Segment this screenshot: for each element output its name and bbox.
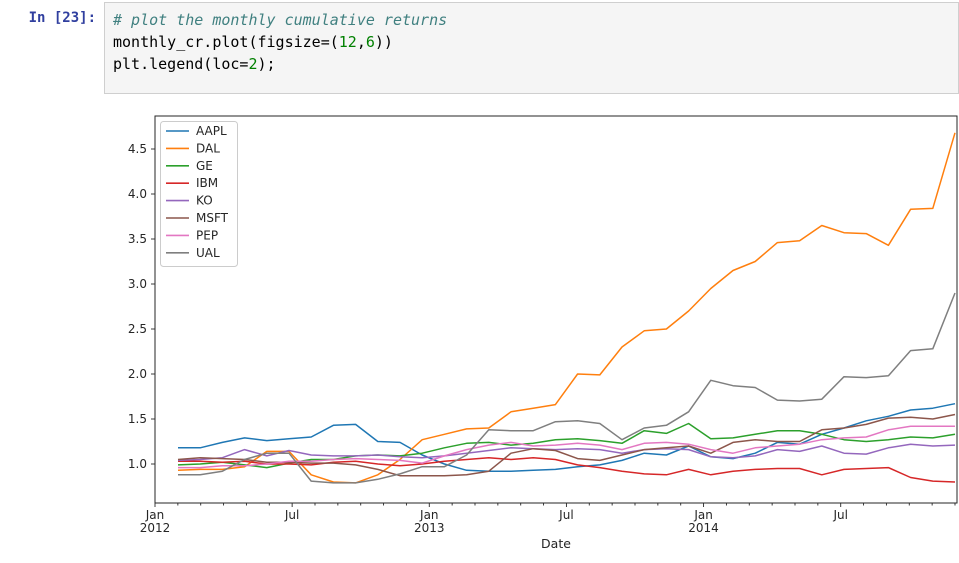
x-axis-label: Date (541, 536, 571, 551)
legend-label-UAL: UAL (196, 246, 220, 260)
y-tick-label: 2.0 (128, 367, 147, 381)
x-tick-label: Jan (693, 508, 713, 522)
cell-code-editor[interactable]: # plot the monthly cumulative returnsmon… (104, 2, 959, 94)
x-tick-label: 2012 (140, 521, 171, 535)
legend-label-MSFT: MSFT (196, 211, 229, 225)
y-tick-label: 4.0 (128, 187, 147, 201)
x-tick-label: Jan (145, 508, 165, 522)
legend-label-IBM: IBM (196, 176, 218, 190)
y-tick-label: 2.5 (128, 322, 147, 336)
x-tick-label: Jul (284, 508, 299, 522)
y-tick-label: 1.5 (128, 412, 147, 426)
legend-label-PEP: PEP (196, 228, 218, 242)
code-line: monthly_cr.plot(figsize=(12,6)) (113, 31, 950, 53)
legend-label-GE: GE (196, 159, 213, 173)
x-tick-label: Jul (558, 508, 573, 522)
legend-label-DAL: DAL (196, 141, 220, 155)
y-tick-label: 4.5 (128, 142, 147, 156)
x-tick-label: Jan (419, 508, 439, 522)
code-line: plt.legend(loc=2); (113, 53, 950, 75)
y-tick-label: 3.5 (128, 232, 147, 246)
figure-output: Jan2012JulJan2013JulJan2014Jul1.01.52.02… (0, 108, 959, 558)
cumulative-returns-chart: Jan2012JulJan2013JulJan2014Jul1.01.52.02… (0, 108, 959, 558)
legend-label-KO: KO (196, 194, 213, 208)
notebook-code-cell: In [23]: # plot the monthly cumulative r… (0, 2, 959, 94)
cell-input-prompt: In [23]: (0, 2, 104, 94)
y-tick-label: 3.0 (128, 277, 147, 291)
x-tick-label: 2014 (688, 521, 719, 535)
x-tick-label: 2013 (414, 521, 445, 535)
x-tick-label: Jul (832, 508, 847, 522)
legend-label-AAPL: AAPL (196, 124, 227, 138)
code-content[interactable]: # plot the monthly cumulative returnsmon… (113, 9, 950, 75)
code-line: # plot the monthly cumulative returns (113, 9, 950, 31)
y-tick-label: 1.0 (128, 457, 147, 471)
